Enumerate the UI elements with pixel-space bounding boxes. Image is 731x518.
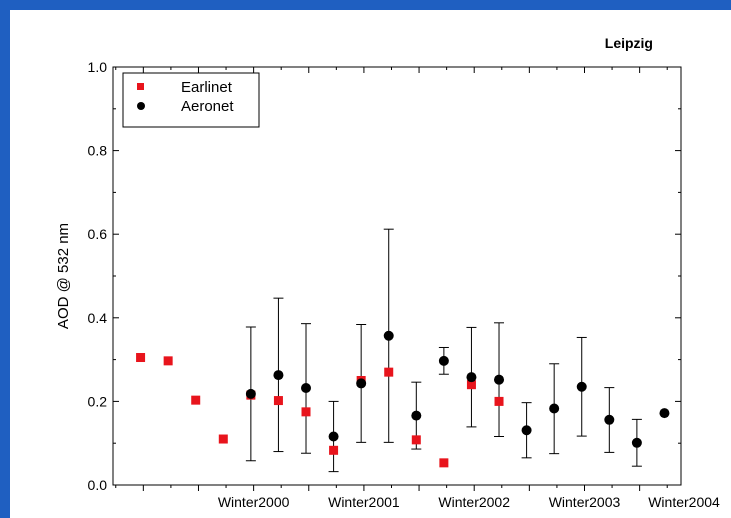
legend-label-earlinet: Earlinet: [181, 79, 233, 96]
earlinet-point: [136, 353, 146, 363]
aeronet-point: [438, 355, 449, 366]
aeronet-point: [301, 383, 312, 394]
aeronet-point: [411, 410, 422, 421]
chart-title: Leipzig: [605, 35, 653, 51]
earlinet-point: [411, 435, 421, 445]
x-tick-label: Winter2000: [218, 494, 290, 510]
aeronet-point: [466, 372, 477, 383]
earlinet-point: [218, 434, 228, 444]
aeronet-point: [549, 403, 560, 414]
y-tick-label: 0.8: [88, 143, 108, 159]
aeronet-point: [521, 425, 532, 436]
aeronet-point: [494, 374, 505, 385]
earlinet-point: [439, 458, 449, 468]
x-tick-label: Winter2003: [549, 494, 621, 510]
x-tick-label: Winter2002: [438, 494, 510, 510]
earlinet-point: [163, 356, 173, 366]
earlinet-point: [301, 407, 311, 417]
x-axis: Winter2000 Winter2001 Winter2002 Winter2003…: [115, 67, 720, 510]
legend-marker-earlinet: [137, 83, 144, 90]
y-tick-label: 0.2: [88, 393, 108, 409]
x-tick-label: Winter2004: [648, 494, 720, 510]
legend: Earlinet Aeronet: [122, 72, 260, 128]
y-axis: 0.0 0.2 0.4 0.6 0.8 1.0: [88, 59, 681, 493]
aeronet-point: [604, 414, 615, 425]
legend-marker-aeronet: [137, 102, 145, 110]
data-marks: [136, 228, 670, 473]
y-tick-label: 0.0: [88, 477, 108, 493]
y-tick-label: 0.6: [88, 226, 108, 242]
earlinet-point: [384, 367, 394, 377]
earlinet-point: [329, 445, 339, 455]
y-axis-title: AOD @ 532 nm: [55, 223, 72, 329]
legend-label-aeronet: Aeronet: [181, 98, 234, 115]
y-tick-label: 1.0: [88, 59, 108, 75]
plot-area: [112, 66, 682, 486]
aeronet-point: [576, 381, 587, 392]
chart: Leipzig AOD @ 532 nm 0.00.20.40.60.81.0 …: [55, 35, 720, 510]
y-tick-label: 0.4: [88, 310, 108, 326]
aeronet-point: [328, 431, 339, 442]
aeronet-point: [245, 388, 256, 399]
earlinet-point: [273, 396, 283, 406]
aeronet-point: [356, 378, 367, 389]
aeronet-point: [383, 330, 394, 341]
aeronet-point: [631, 437, 642, 448]
aeronet-point: [659, 408, 670, 419]
slide-background: Leipzig AOD @ 532 nm 0.0 0.2 0.4 0.6 0.8 1.0 …: [10, 10, 731, 518]
aeronet-point: [273, 370, 284, 381]
legend-box: [122, 72, 260, 128]
earlinet-point: [494, 396, 504, 406]
x-tick-label: Winter2001: [328, 494, 400, 510]
earlinet-point: [466, 380, 476, 390]
earlinet-point: [191, 395, 201, 405]
